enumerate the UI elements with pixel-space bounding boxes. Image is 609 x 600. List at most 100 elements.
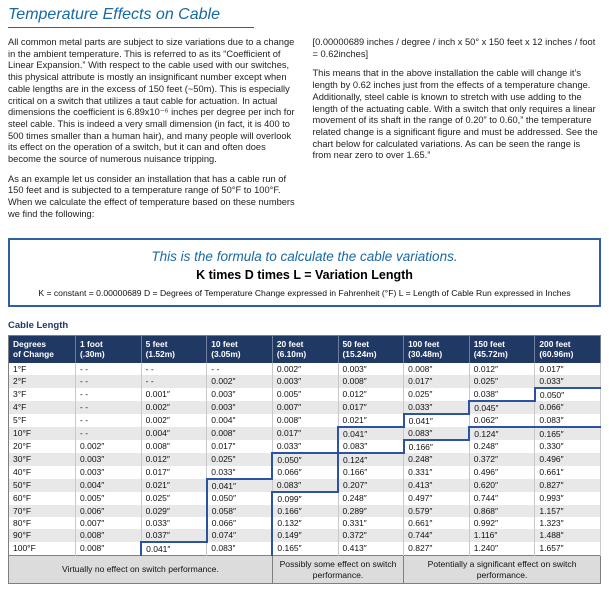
value-cell: 0.002″ [206,374,273,388]
value-cell: 0.165″ [534,425,601,440]
value-cell: 0.002″ [141,413,208,427]
table-row: 100°F 0.008″ 0.041″ 0.083″ 0.165″ 0.413″ 0.827… [8,540,601,556]
table-row: 70°F 0.006″ 0.029″ 0.058″ 0.166″ 0.289″ 0.579″… [8,504,601,517]
formula-caption: This is the formula to calculate the cab… [151,248,458,264]
value-cell: - - [75,400,142,414]
table-row: 90°F 0.008″ 0.037″ 0.074″ 0.149″ 0.372″ 0.744″… [8,528,601,542]
value-cell: 0.012″ [469,362,536,375]
zone-caption: Potentially a significant effect on swit… [403,554,601,584]
degrees-cell: 80°F [8,516,76,529]
value-cell: 0.033″ [141,516,208,529]
value-cell: 0.165″ [271,541,339,556]
value-cell: 0.372″ [338,528,405,542]
degrees-cell: 1°F [8,362,76,375]
value-cell: 0.033″ [272,439,339,453]
value-cell: 0.166″ [402,438,470,453]
value-cell: 0.003″ [75,465,142,479]
value-cell: 0.017″ [403,374,470,388]
value-cell: 1.488″ [534,528,601,542]
value-cell: 0.497″ [403,491,470,505]
value-cell: 0.003″ [75,452,142,466]
value-cell: 0.004″ [206,413,273,427]
value-cell: 0.017″ [141,465,208,479]
value-cell: 0.050″ [271,451,339,466]
degrees-cell: 3°F [8,387,76,401]
value-cell: 0.066″ [271,465,339,479]
column-header: Degrees of Change [8,335,76,363]
value-cell: - - [141,362,208,375]
value-cell: - - [75,362,142,375]
column-header: 10 feet (3.05m) [206,335,273,363]
value-cell: 0.330″ [534,439,601,453]
value-cell: 0.058″ [205,504,273,517]
value-cell: 0.003″ [338,362,405,375]
value-cell: 0.002″ [141,400,208,414]
value-cell: 1.157″ [534,504,601,517]
table-row: 5°F - -0.002″ 0.004″ 0.008″ 0.021″ 0.041″ 0.06… [8,412,601,427]
paragraph: This means that in the above installatio… [312,68,598,161]
value-cell: 0.050″ [533,386,601,401]
paragraph: As an example let us consider an install… [8,173,295,219]
value-cell: 0.008″ [338,374,405,388]
value-cell: 0.017″ [206,439,273,453]
value-cell: 0.037″ [141,528,208,542]
column-header: 200 feet (60.96m) [534,335,601,363]
value-cell: 0.124″ [468,425,536,440]
page: Temperature Effects on Cable All common … [8,6,601,585]
degrees-cell: 50°F [8,478,76,492]
value-cell: 0.248″ [403,452,470,466]
formula-legend: K = constant = 0.00000689 D = Degrees of… [38,287,571,298]
value-cell: 0.207″ [337,478,405,492]
value-cell: 0.062″ [469,413,536,427]
value-cell: 0.372″ [469,452,536,466]
table-row: 4°F - -0.002″ 0.003″ 0.007″ 0.017″ 0.033″ 0.04… [8,399,601,414]
value-cell: 0.331″ [403,465,470,479]
intro-right-column: [0.00000689 inches / degree / inch x 50°… [313,37,602,229]
value-cell: 0.041″ [205,477,273,492]
column-header: 100 feet (30.48m) [403,335,470,363]
value-cell: 0.496″ [469,465,536,479]
column-header: 1 foot (.30m) [75,335,142,363]
degrees-cell: 40°F [8,465,76,479]
value-cell: 0.005″ [75,491,142,505]
value-cell: 0.004″ [141,426,208,440]
value-cell: 0.661″ [403,516,470,529]
value-cell: 0.166″ [337,465,405,479]
value-cell: 0.008″ [141,439,208,453]
degrees-cell: 100°F [8,541,76,556]
table-row: 20°F 0.002″ 0.008″ 0.017″ 0.033″ 0.083″ 0.166″… [8,438,601,453]
value-cell: 0.744″ [469,491,536,505]
value-cell: 0.025″ [469,374,536,388]
table-row: 10°F - -0.004″ 0.008″ 0.017″ 0.041″ 0.083″ 0.1… [8,425,601,440]
degrees-cell: 90°F [8,528,76,542]
value-cell: 1.116″ [469,528,536,542]
value-cell: 0.002″ [75,439,142,453]
value-cell: - - [141,374,208,388]
value-cell: 0.008″ [206,426,273,440]
value-cell: 1.657″ [534,541,601,556]
degrees-cell: 20°F [8,439,76,453]
column-header: 20 feet (6.10m) [272,335,339,363]
formula-box: This is the formula to calculate the cab… [8,237,601,307]
value-cell: 0.992″ [469,516,536,529]
degrees-cell: 70°F [8,504,76,517]
value-cell: 0.025″ [403,387,470,401]
value-cell: 1.323″ [534,516,601,529]
page-title: Temperature Effects on Cable [8,6,254,28]
value-cell: 0.827″ [403,541,470,556]
value-cell: 0.132″ [271,516,339,529]
value-cell: 0.050″ [205,491,273,505]
value-cell: 0.744″ [403,528,470,542]
value-cell: - - [75,387,142,401]
value-cell: 1.240″ [469,541,536,556]
value-cell: 0.083″ [206,541,273,556]
column-header: 50 feet (15.24m) [338,335,405,363]
value-cell: 0.033″ [403,400,470,414]
value-cell: 0.166″ [271,504,339,517]
value-cell: 0.331″ [338,516,405,529]
value-cell: 0.124″ [337,451,405,466]
value-cell: 0.289″ [338,504,405,517]
intro-text: All common metal parts are subject to si… [8,37,601,229]
value-cell: 0.003″ [206,400,273,414]
table-row: 3°F - -0.001″ 0.003″ 0.005″ 0.012″ 0.025″ 0.03… [8,386,601,401]
